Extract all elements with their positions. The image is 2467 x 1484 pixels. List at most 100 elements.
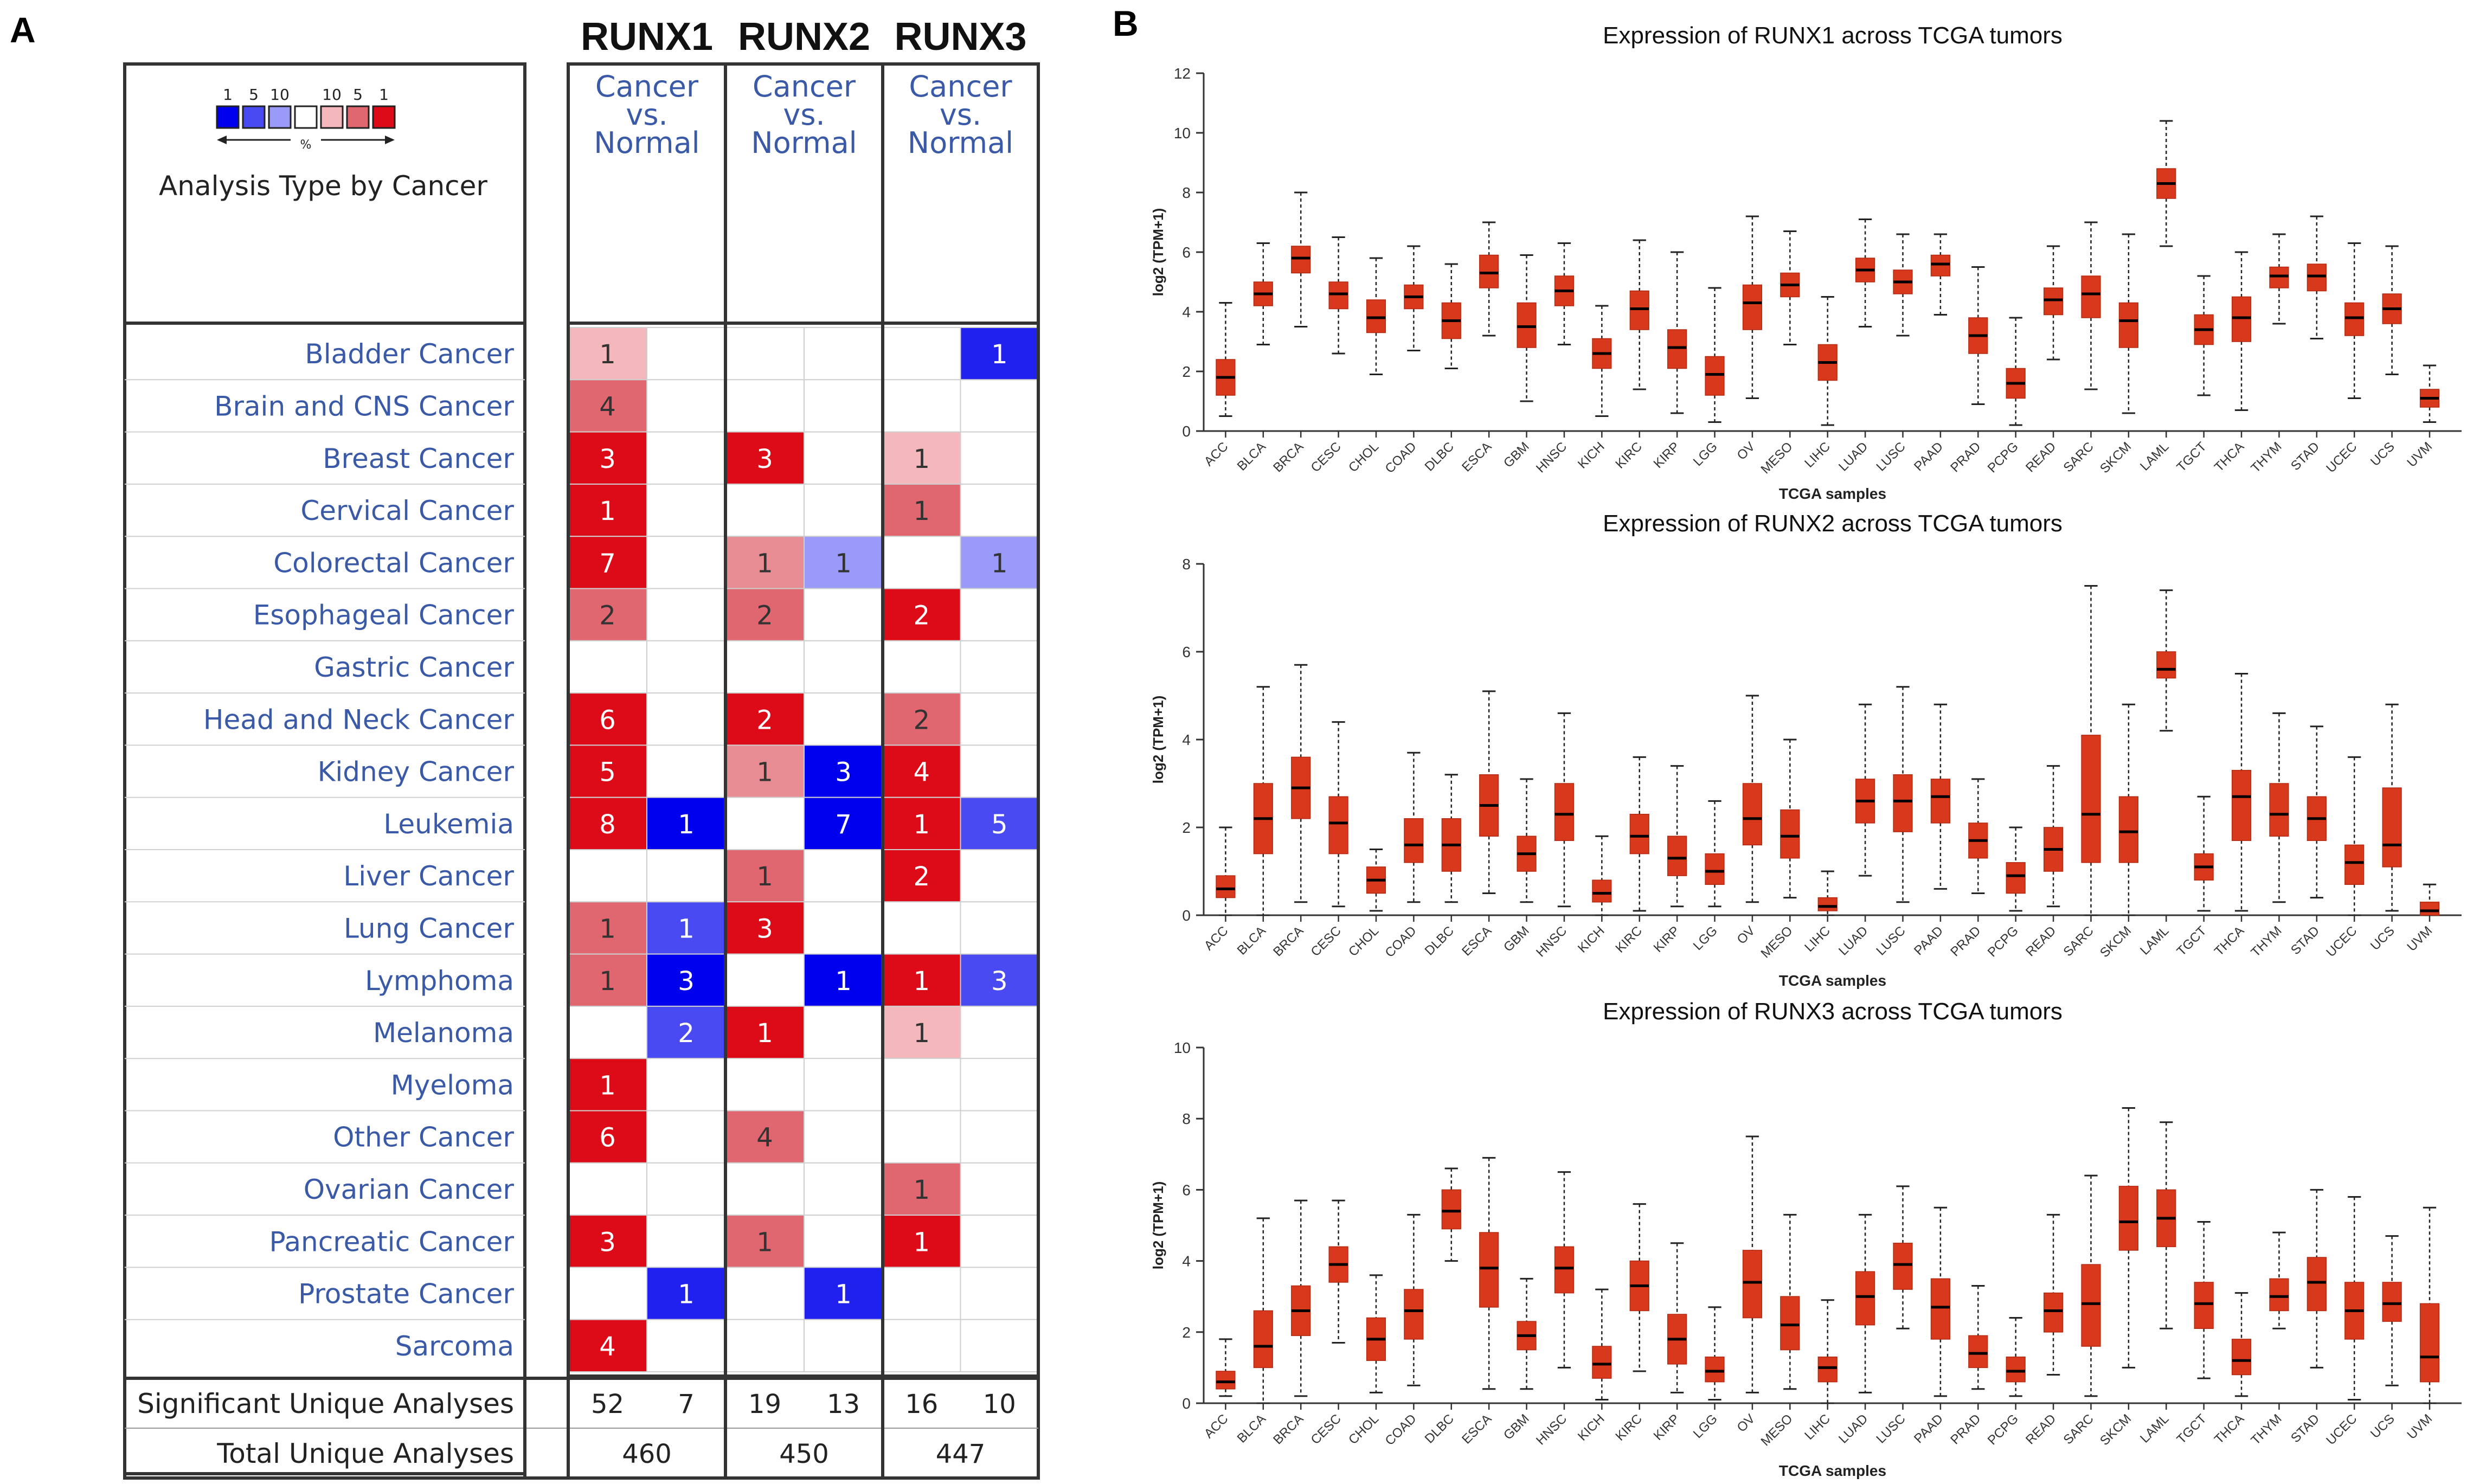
cancer-label: Cervical Cancer [300,495,514,526]
legend-rank: 10 [322,86,342,104]
x-tick-label: STAD [2288,923,2322,958]
heatmap-cell [568,1319,647,1372]
heatmap-cell [568,849,647,903]
x-tick-label: COAD [1382,923,1419,960]
x-tick-label: SKCM [2097,1411,2134,1448]
box [1629,290,1649,330]
x-tick-label: DLBC [1422,923,1457,958]
x-tick-label: LGG [1691,923,1720,953]
x-tick-label: STAD [2288,439,2322,473]
heatmap-cell [960,1215,1039,1268]
box [1253,1310,1273,1369]
heatmap-cell [725,1058,805,1112]
x-tick-label: CHOL [1346,923,1382,959]
x-tick-label: READ [2023,1411,2059,1447]
box [1216,1371,1236,1390]
x-tick-label: LIHC [1802,439,1833,471]
x-tick-label: LGG [1691,439,1720,469]
x-axis-label: TCGA samples [1779,485,1886,502]
heatmap-cell [725,744,805,798]
box [2231,769,2252,841]
heatmap-cell-value: 5 [599,757,616,788]
x-tick-label: COAD [1382,1411,1419,1448]
boxplot-chart: Expression of RUNX2 across TCGA tumors 0 2… [1150,510,2462,989]
y-axis-label: log2 (TPM+1) [1150,1181,1166,1270]
heatmap-cell [804,692,883,746]
x-tick-label: THCA [2212,923,2247,959]
x-tick-label: ACC [1202,439,1231,469]
y-tick-label: 2 [1182,363,1191,380]
gene-title: RUNX3 [894,15,1026,59]
box [1291,246,1311,274]
total-value: 460 [622,1439,672,1469]
x-tick-label: THYM [2248,1411,2285,1448]
heatmap-cell-value: 1 [678,914,695,944]
column-header-label: vs. [940,98,981,132]
y-tick-label: 12 [1174,65,1191,82]
x-tick-label: BRCA [1270,439,1306,475]
x-tick-label: OV [1734,923,1758,947]
box [1328,281,1348,310]
x-tick-label: BLCA [1235,439,1269,473]
cancer-label: Gastric Cancer [314,652,514,683]
heatmap-cell [646,692,726,746]
y-tick-label: 2 [1182,819,1191,836]
total-value: 447 [936,1439,986,1469]
x-tick-label: UVM [2404,439,2435,470]
y-tick-label: 0 [1182,907,1191,924]
x-tick-label: LGG [1691,1411,1720,1441]
legend-rank: 5 [353,86,363,104]
significant-value: 13 [827,1389,860,1419]
heatmap-cell-value: 3 [835,757,852,788]
x-tick-label: READ [2023,923,2059,959]
gene-grid-frame [881,322,1040,1378]
boxplot-chart: Expression of RUNX3 across TCGA tumors 0 2… [1150,998,2462,1479]
x-tick-label: LUSC [1873,439,1908,474]
heatmap-cell [960,536,1039,589]
heatmap-cell-value: 4 [599,1332,616,1362]
heatmap-cell [646,379,726,433]
heatmap-cell-value: 1 [913,496,930,526]
chart-title: Expression of RUNX2 across TCGA tumors [1603,510,2063,537]
heatmap-cell [960,849,1039,903]
x-tick-label: READ [2023,439,2059,475]
box [1517,302,1537,348]
heatmap-cell [960,953,1039,1007]
cancer-label: Ovarian Cancer [304,1174,515,1205]
heatmap-cell-value: 2 [756,705,773,735]
x-tick-label: KIRP [1651,923,1683,955]
column-header-label: Cancer [753,69,856,104]
heatmap-cell-value: 4 [599,391,616,422]
box [2269,1278,2289,1312]
boxplot-chart: Expression of RUNX1 across TCGA tumors 0 2… [1150,22,2462,502]
cancer-label: Colorectal Cancer [273,547,514,579]
x-tick-label: STAD [2288,1411,2322,1446]
x-tick-label: UCEC [2323,439,2360,476]
column-header-label: Cancer [595,69,699,104]
heatmap-cell [882,1005,961,1059]
heatmap-cell-value: 1 [913,1227,930,1257]
cancer-label: Esophageal Cancer [253,600,515,631]
x-tick-label: ACC [1202,923,1231,953]
chart-title: Expression of RUNX1 across TCGA tumors [1603,22,2063,49]
heatmap-cell [646,327,726,381]
box [2156,651,2176,679]
heatmap-cell [960,1319,1039,1372]
x-tick-label: DLBC [1422,439,1457,474]
heatmap-cell-value: 1 [913,966,930,997]
x-tick-label: ESCA [1459,1411,1494,1447]
legend-rank: 5 [249,86,259,104]
heatmap-cell [882,1319,961,1372]
heatmap-cell-value: 1 [913,444,930,474]
x-tick-label: KIRP [1651,439,1683,471]
heatmap-cell [725,1319,805,1372]
heatmap-cell [960,483,1039,537]
x-tick-label: UCS [2368,923,2398,953]
legend-swatch [216,105,240,129]
heatmap-cell-value: 1 [678,1280,695,1310]
box [1554,783,1575,841]
cancer-label: Brain and CNS Cancer [214,390,514,422]
x-axis-label: TCGA samples [1779,1462,1886,1479]
heatmap-cell [725,953,805,1007]
x-tick-label: UCS [2368,1411,2398,1441]
